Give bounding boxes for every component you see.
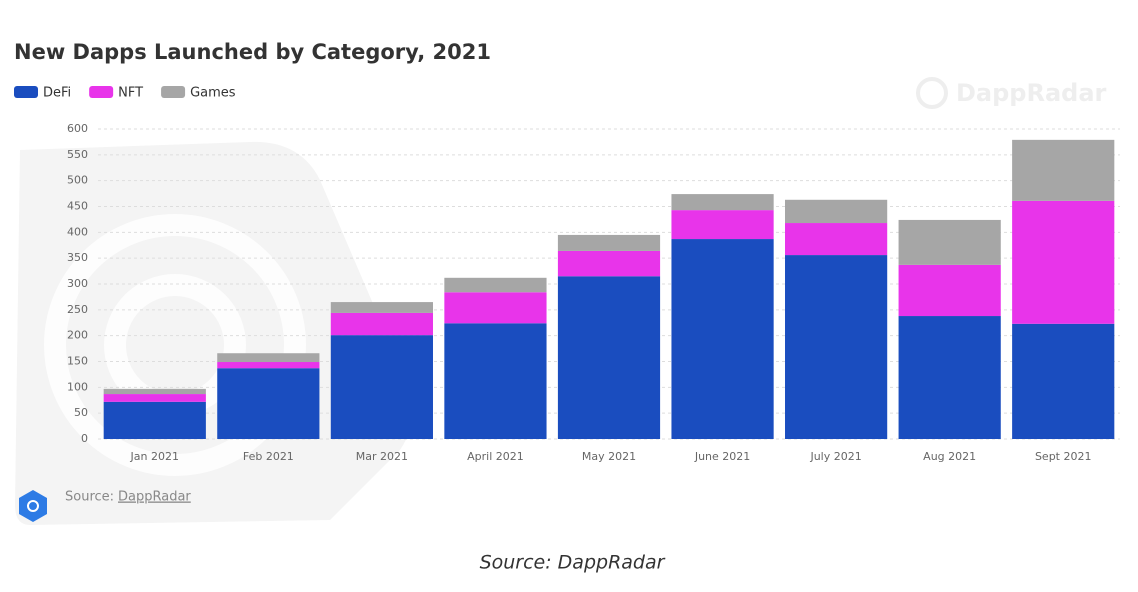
x-tick-label: May 2021 <box>582 450 636 463</box>
legend-label: DeFi <box>43 86 71 101</box>
x-tick-label: Jan 2021 <box>130 450 179 463</box>
bar-segment <box>444 323 547 439</box>
bar-segment <box>785 199 888 224</box>
bar-segment <box>785 255 888 439</box>
bar-segment <box>898 316 1001 439</box>
bar-segment <box>557 234 661 251</box>
source-icon <box>19 490 47 522</box>
bar-segment <box>330 335 433 439</box>
legend-swatch <box>161 86 186 98</box>
legend-swatch <box>14 86 38 98</box>
y-tick-label: 300 <box>67 277 88 290</box>
bar-segment <box>330 312 433 336</box>
bar-segment <box>785 223 888 256</box>
plot: 0 50 100 150 200 250 300 350 400 450 500 550 600 Jan … <box>67 122 1120 463</box>
bar-segment <box>898 264 1001 317</box>
y-tick-label: 500 <box>67 174 88 187</box>
bar-segment <box>217 353 320 363</box>
legend-label: NFT <box>118 86 143 101</box>
bar-segment <box>1012 139 1115 201</box>
bar-segment <box>557 276 661 439</box>
y-tick-label: 200 <box>67 329 88 342</box>
x-tick-label: Feb 2021 <box>243 450 294 463</box>
x-tick-label: July 2021 <box>809 450 861 463</box>
legend-label: Games <box>190 86 236 101</box>
bar-segment <box>671 239 774 439</box>
caption: Source: DappRadar <box>480 552 666 574</box>
bar-segment <box>898 219 1001 265</box>
source-icon-ring <box>27 500 39 512</box>
bar-segment <box>444 292 547 324</box>
bar-segment <box>103 401 206 439</box>
y-tick-label: 450 <box>67 200 88 213</box>
bar-segment <box>671 194 774 211</box>
bar-segment <box>330 302 433 313</box>
y-tick-label: 100 <box>67 380 88 393</box>
y-tick-label: 0 <box>81 432 88 445</box>
bar-segment <box>557 250 661 277</box>
y-tick-label: 50 <box>74 406 88 419</box>
x-tick-label: June 2021 <box>694 450 750 463</box>
legend-swatch <box>89 86 114 98</box>
bar-segment <box>1012 200 1115 324</box>
y-tick-label: 400 <box>67 225 88 238</box>
y-tick-label: 250 <box>67 303 88 316</box>
y-tick-label: 150 <box>67 355 88 368</box>
bar-segment <box>103 388 206 395</box>
x-tick-label: April 2021 <box>467 450 524 463</box>
bar-segment <box>444 277 547 293</box>
bar-segment <box>671 210 774 240</box>
y-tick-label: 350 <box>67 251 88 264</box>
watermark-icon <box>916 77 948 109</box>
legend: DeFi NFT Games <box>14 86 236 101</box>
watermark: DappRadar <box>956 79 1107 107</box>
source-link[interactable]: DappRadar <box>118 490 191 505</box>
y-tick-label: 550 <box>67 148 88 161</box>
bar-segment <box>217 362 320 369</box>
x-tick-label: Sept 2021 <box>1035 450 1092 463</box>
chart-title: New Dapps Launched by Category, 2021 <box>14 40 491 64</box>
x-tick-label: Mar 2021 <box>356 450 408 463</box>
bar-segment <box>217 368 320 439</box>
y-tick-label: 600 <box>67 122 88 135</box>
bar-segment <box>1012 323 1115 439</box>
source-label: Source: <box>65 490 114 505</box>
background-logo-ring <box>44 214 306 476</box>
x-tick-label: Aug 2021 <box>923 450 976 463</box>
bar-segment <box>103 394 206 402</box>
